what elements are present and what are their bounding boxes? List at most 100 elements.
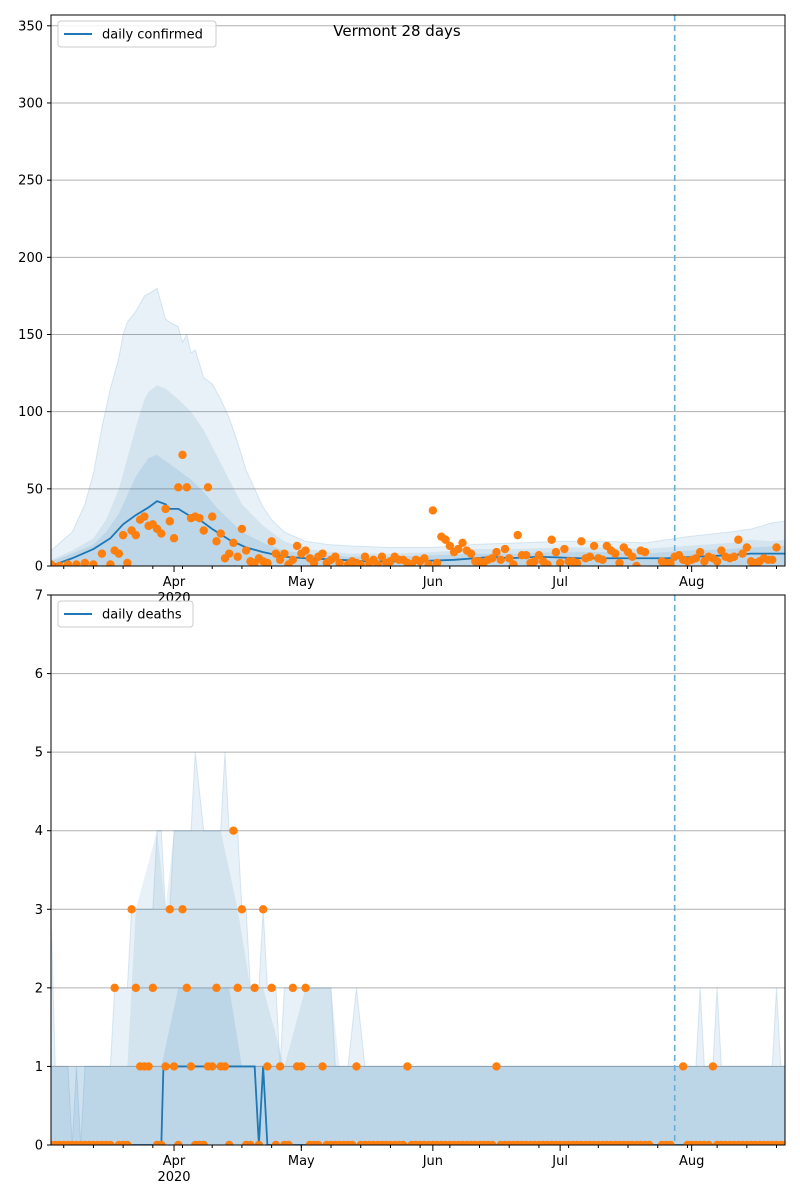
data-point bbox=[691, 554, 701, 563]
data-point bbox=[267, 983, 276, 993]
data-point bbox=[89, 560, 98, 566]
data-point bbox=[229, 826, 238, 835]
data-point bbox=[263, 1062, 272, 1071]
data-point bbox=[72, 560, 81, 566]
data-point bbox=[237, 524, 247, 534]
x-tick-label: Jun bbox=[422, 1154, 443, 1169]
confidence-band bbox=[51, 454, 785, 566]
data-point bbox=[292, 541, 302, 551]
legend-label: daily confirmed bbox=[102, 28, 203, 43]
legend-box bbox=[57, 20, 217, 48]
data-point bbox=[144, 1062, 153, 1071]
data-point bbox=[708, 1062, 718, 1071]
data-point bbox=[318, 549, 327, 558]
data-point bbox=[534, 550, 544, 560]
data-point bbox=[695, 547, 705, 557]
data-point bbox=[161, 504, 170, 514]
data-point bbox=[398, 1140, 408, 1145]
data-point bbox=[640, 547, 650, 557]
data-point bbox=[632, 561, 641, 566]
data-point bbox=[488, 554, 497, 563]
data-point bbox=[611, 549, 620, 558]
legend: daily deaths bbox=[57, 600, 194, 628]
x-tick-label: May bbox=[288, 1154, 315, 1169]
data-point bbox=[577, 537, 586, 546]
data-point bbox=[547, 535, 556, 544]
data-point bbox=[275, 1062, 285, 1071]
y-tick-label: 2 bbox=[35, 981, 43, 996]
data-point bbox=[267, 537, 276, 546]
data-point bbox=[288, 983, 298, 993]
x-tick-label: 2020 bbox=[157, 1170, 190, 1185]
y-tick-label: 100 bbox=[18, 405, 43, 420]
data-point bbox=[445, 541, 455, 551]
data-point bbox=[530, 557, 539, 566]
data-point bbox=[233, 552, 242, 561]
data-point bbox=[428, 506, 438, 515]
data-point bbox=[772, 543, 781, 552]
x-tick-label: May bbox=[288, 575, 315, 590]
data-point bbox=[331, 552, 340, 561]
data-point bbox=[309, 558, 319, 566]
y-tick-label: 0 bbox=[35, 560, 43, 575]
data-point bbox=[742, 543, 752, 552]
data-point bbox=[250, 983, 259, 993]
data-point bbox=[555, 558, 565, 566]
data-point bbox=[628, 552, 637, 561]
data-point bbox=[712, 557, 722, 566]
data-point bbox=[131, 983, 141, 993]
data-point bbox=[678, 1062, 688, 1071]
data-point bbox=[258, 905, 268, 914]
data-point bbox=[420, 554, 429, 563]
data-point bbox=[229, 538, 238, 548]
data-point bbox=[199, 526, 208, 535]
data-point bbox=[348, 1140, 357, 1145]
data-point bbox=[280, 549, 289, 558]
y-tick-label: 5 bbox=[35, 746, 43, 761]
chart-title: Vermont 28 days bbox=[333, 22, 461, 40]
data-point bbox=[598, 555, 607, 565]
data-point bbox=[500, 544, 510, 554]
y-tick-label: 350 bbox=[18, 19, 43, 34]
data-point bbox=[208, 512, 217, 521]
data-point bbox=[186, 1062, 196, 1071]
data-point bbox=[140, 512, 149, 521]
y-tick-label: 1 bbox=[35, 1060, 43, 1075]
data-point bbox=[123, 1140, 132, 1145]
y-tick-label: 0 bbox=[35, 1139, 43, 1154]
data-point bbox=[734, 535, 743, 544]
data-point bbox=[335, 558, 344, 566]
data-point bbox=[131, 530, 141, 540]
data-point bbox=[615, 558, 624, 566]
data-point bbox=[263, 558, 272, 566]
confidence-band bbox=[51, 987, 785, 1145]
axes-frame bbox=[50, 14, 786, 567]
data-point bbox=[551, 547, 561, 557]
legend-box bbox=[57, 600, 194, 628]
legend-label: daily deaths bbox=[102, 608, 182, 623]
data-point bbox=[492, 547, 501, 557]
confidence-band bbox=[51, 287, 785, 566]
data-point bbox=[645, 1140, 654, 1145]
y-tick-label: 200 bbox=[18, 251, 43, 266]
data-point bbox=[513, 530, 522, 540]
data-point bbox=[203, 483, 213, 492]
data-point bbox=[666, 558, 675, 566]
data-point bbox=[780, 1140, 785, 1145]
data-point bbox=[51, 560, 56, 566]
data-point bbox=[63, 560, 73, 566]
x-tick-label: Jul bbox=[551, 1154, 568, 1169]
data-point bbox=[148, 983, 158, 993]
y-tick-label: 4 bbox=[35, 824, 43, 839]
data-point bbox=[97, 549, 107, 558]
data-point bbox=[589, 541, 599, 551]
data-point bbox=[275, 555, 285, 565]
data-point bbox=[106, 1140, 115, 1145]
data-point bbox=[195, 513, 204, 523]
data-point bbox=[373, 560, 382, 566]
data-point bbox=[114, 549, 124, 558]
y-tick-label: 3 bbox=[35, 903, 43, 918]
data-point bbox=[169, 1062, 179, 1071]
data-point bbox=[224, 549, 234, 558]
